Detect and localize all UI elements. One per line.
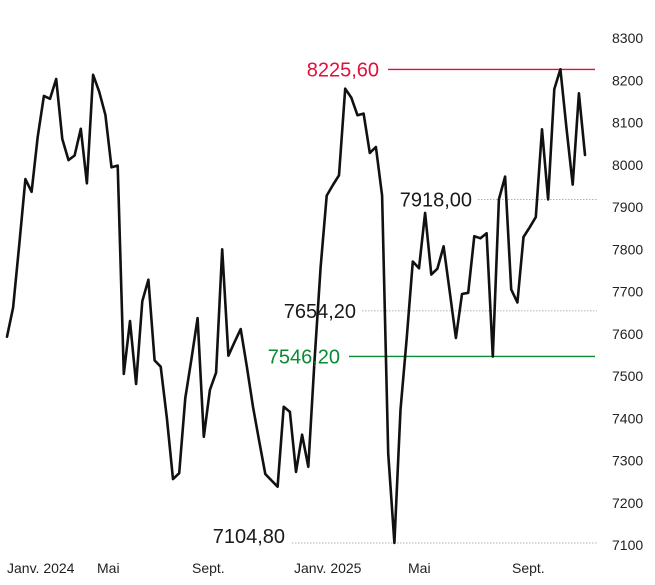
y-tick-label: 7300 [612,453,643,469]
x-tick-label: Sept. [512,560,545,576]
annotation-min-label: 7546,20 [268,346,340,368]
annotation-level-label-7654: 7654,20 [284,301,356,323]
x-axis: Janv. 2024 Mai Sept. Janv. 2025 Mai Sept. [7,560,545,576]
y-tick-label: 8000 [612,157,643,173]
x-tick-label: Sept. [192,560,225,576]
x-tick-label: Mai [408,560,431,576]
x-tick-label: Janv. 2024 [7,560,75,576]
annotation-level-label-7918: 7918,00 [400,189,472,211]
y-tick-label: 7900 [612,199,643,215]
y-tick-label: 7800 [612,241,643,257]
x-tick-label: Mai [97,560,120,576]
annotation-low-label: 7104,80 [213,526,285,548]
y-tick-label: 7500 [612,368,643,384]
y-tick-label: 7600 [612,326,643,342]
annotation-max-label: 8225,60 [307,59,379,81]
y-tick-label: 7200 [612,495,643,511]
series-line [5,68,587,545]
y-tick-label: 8100 [612,115,643,131]
y-tick-label: 7400 [612,410,643,426]
y-tick-label: 8200 [612,72,643,88]
y-axis: 8300 8200 8100 8000 7900 7800 7700 7600 7500 7400… [612,30,643,553]
x-tick-label: Janv. 2025 [294,560,362,576]
y-tick-label: 7100 [612,537,643,553]
y-tick-label: 8300 [612,30,643,46]
annotation-labels: 8225,60 7918,00 7654,20 7546,20 7104,80 [213,59,472,548]
y-tick-label: 7700 [612,284,643,300]
